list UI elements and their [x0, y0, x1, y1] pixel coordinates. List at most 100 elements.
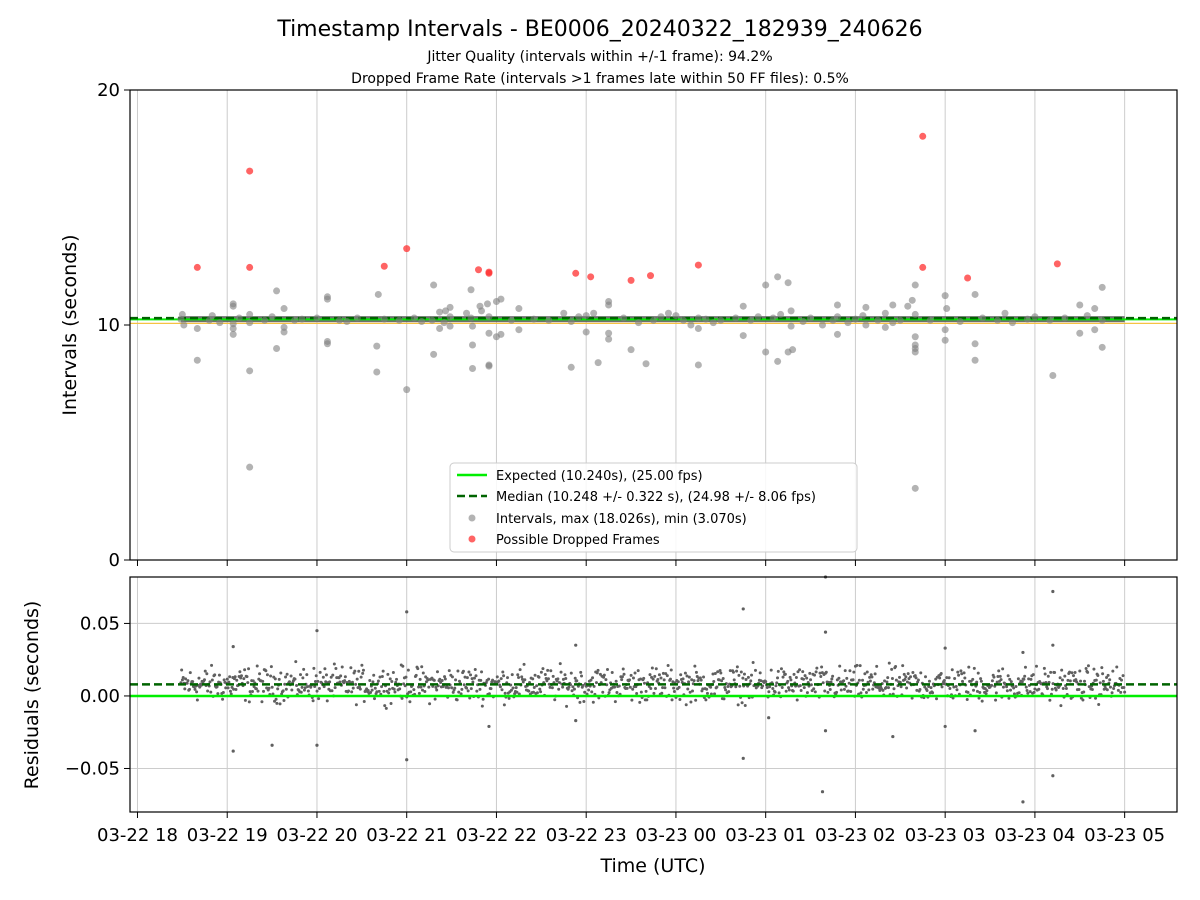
- residual-point: [787, 688, 791, 692]
- residual-point: [522, 662, 526, 666]
- residual-point: [875, 664, 879, 668]
- residual-point: [463, 675, 467, 679]
- interval-point: [343, 317, 351, 325]
- interval-point: [672, 312, 680, 320]
- residual-point: [945, 676, 949, 680]
- residual-point: [557, 687, 561, 691]
- residual-point: [580, 674, 584, 678]
- residual-point: [894, 665, 898, 669]
- residual-point: [371, 680, 375, 684]
- residual-point: [1001, 667, 1005, 671]
- residual-outlier-point: [823, 729, 828, 733]
- residual-point: [325, 699, 329, 703]
- residual-point: [290, 688, 294, 692]
- interval-point: [717, 316, 725, 324]
- residual-point: [1022, 677, 1026, 681]
- interval-point: [469, 341, 477, 349]
- residual-point: [239, 676, 243, 680]
- residual-outlier-point: [1051, 774, 1055, 778]
- residual-point: [188, 671, 192, 675]
- residual-point: [904, 675, 908, 679]
- interval-point: [1076, 329, 1084, 337]
- residual-point: [679, 673, 683, 677]
- residual-point: [428, 702, 432, 706]
- residual-point: [213, 673, 217, 677]
- residual-point: [620, 678, 624, 682]
- residual-point: [447, 669, 451, 673]
- residual-point: [208, 680, 212, 684]
- residual-point: [704, 698, 708, 702]
- residual-point: [269, 665, 273, 669]
- intervals-y-tick-label: 0: [109, 550, 120, 571]
- interval-point: [246, 319, 254, 327]
- residual-point: [377, 689, 381, 693]
- residual-point: [361, 668, 365, 672]
- residual-point: [951, 696, 955, 700]
- residual-point: [438, 677, 442, 681]
- interval-point: [833, 313, 841, 321]
- residual-point: [631, 676, 635, 680]
- interval-point: [515, 326, 523, 334]
- residual-point: [1094, 678, 1098, 682]
- residual-point: [644, 689, 648, 693]
- residual-point: [315, 689, 319, 693]
- interval-point: [1091, 305, 1099, 313]
- residual-point: [1049, 670, 1053, 674]
- residual-point: [450, 675, 454, 679]
- residual-point: [432, 678, 436, 682]
- residual-point: [868, 675, 872, 679]
- residual-point: [848, 669, 852, 673]
- residuals-y-tick-label: −0.05: [65, 758, 120, 779]
- residual-point: [784, 689, 788, 693]
- residual-point: [905, 686, 909, 690]
- residual-point: [709, 685, 713, 689]
- residual-point: [473, 668, 477, 672]
- residual-point: [373, 686, 377, 690]
- residual-point: [475, 689, 479, 693]
- residual-point: [518, 668, 522, 672]
- residual-point: [573, 676, 577, 680]
- residual-point: [873, 672, 877, 676]
- residual-point: [992, 675, 996, 679]
- residual-point: [551, 674, 555, 678]
- residual-point: [474, 674, 478, 678]
- residual-point: [284, 675, 288, 679]
- interval-point: [410, 314, 418, 322]
- residual-outlier-point: [943, 646, 947, 650]
- residual-point: [386, 672, 390, 676]
- residual-point: [466, 689, 470, 693]
- residual-point: [565, 704, 569, 708]
- residual-point: [276, 687, 280, 691]
- residual-point: [556, 677, 560, 681]
- residual-point: [979, 677, 983, 681]
- residual-point: [423, 689, 427, 693]
- residual-point: [546, 668, 550, 672]
- residual-point: [1007, 696, 1011, 700]
- interval-point: [844, 319, 852, 327]
- residual-point: [262, 689, 266, 693]
- residual-point: [299, 673, 303, 677]
- residual-point: [713, 692, 717, 696]
- residual-point: [532, 686, 536, 690]
- residual-point: [446, 686, 450, 690]
- residual-point: [318, 670, 322, 674]
- interval-point: [694, 314, 702, 322]
- residual-point: [1120, 678, 1124, 682]
- residual-point: [191, 680, 195, 684]
- residual-point: [994, 698, 998, 702]
- residual-point: [523, 678, 527, 682]
- residual-point: [639, 677, 643, 681]
- legend-intervals-swatch: [468, 514, 476, 522]
- residual-point: [887, 661, 891, 665]
- residual-point: [250, 690, 254, 694]
- residual-point: [334, 667, 338, 671]
- residual-point: [1039, 682, 1043, 686]
- residual-point: [193, 687, 197, 691]
- residual-point: [1112, 687, 1116, 691]
- interval-point: [477, 307, 485, 315]
- residual-point: [347, 689, 351, 693]
- residual-point: [1029, 677, 1033, 681]
- residual-point: [375, 690, 379, 694]
- residual-point: [654, 667, 658, 671]
- residual-point: [805, 676, 809, 680]
